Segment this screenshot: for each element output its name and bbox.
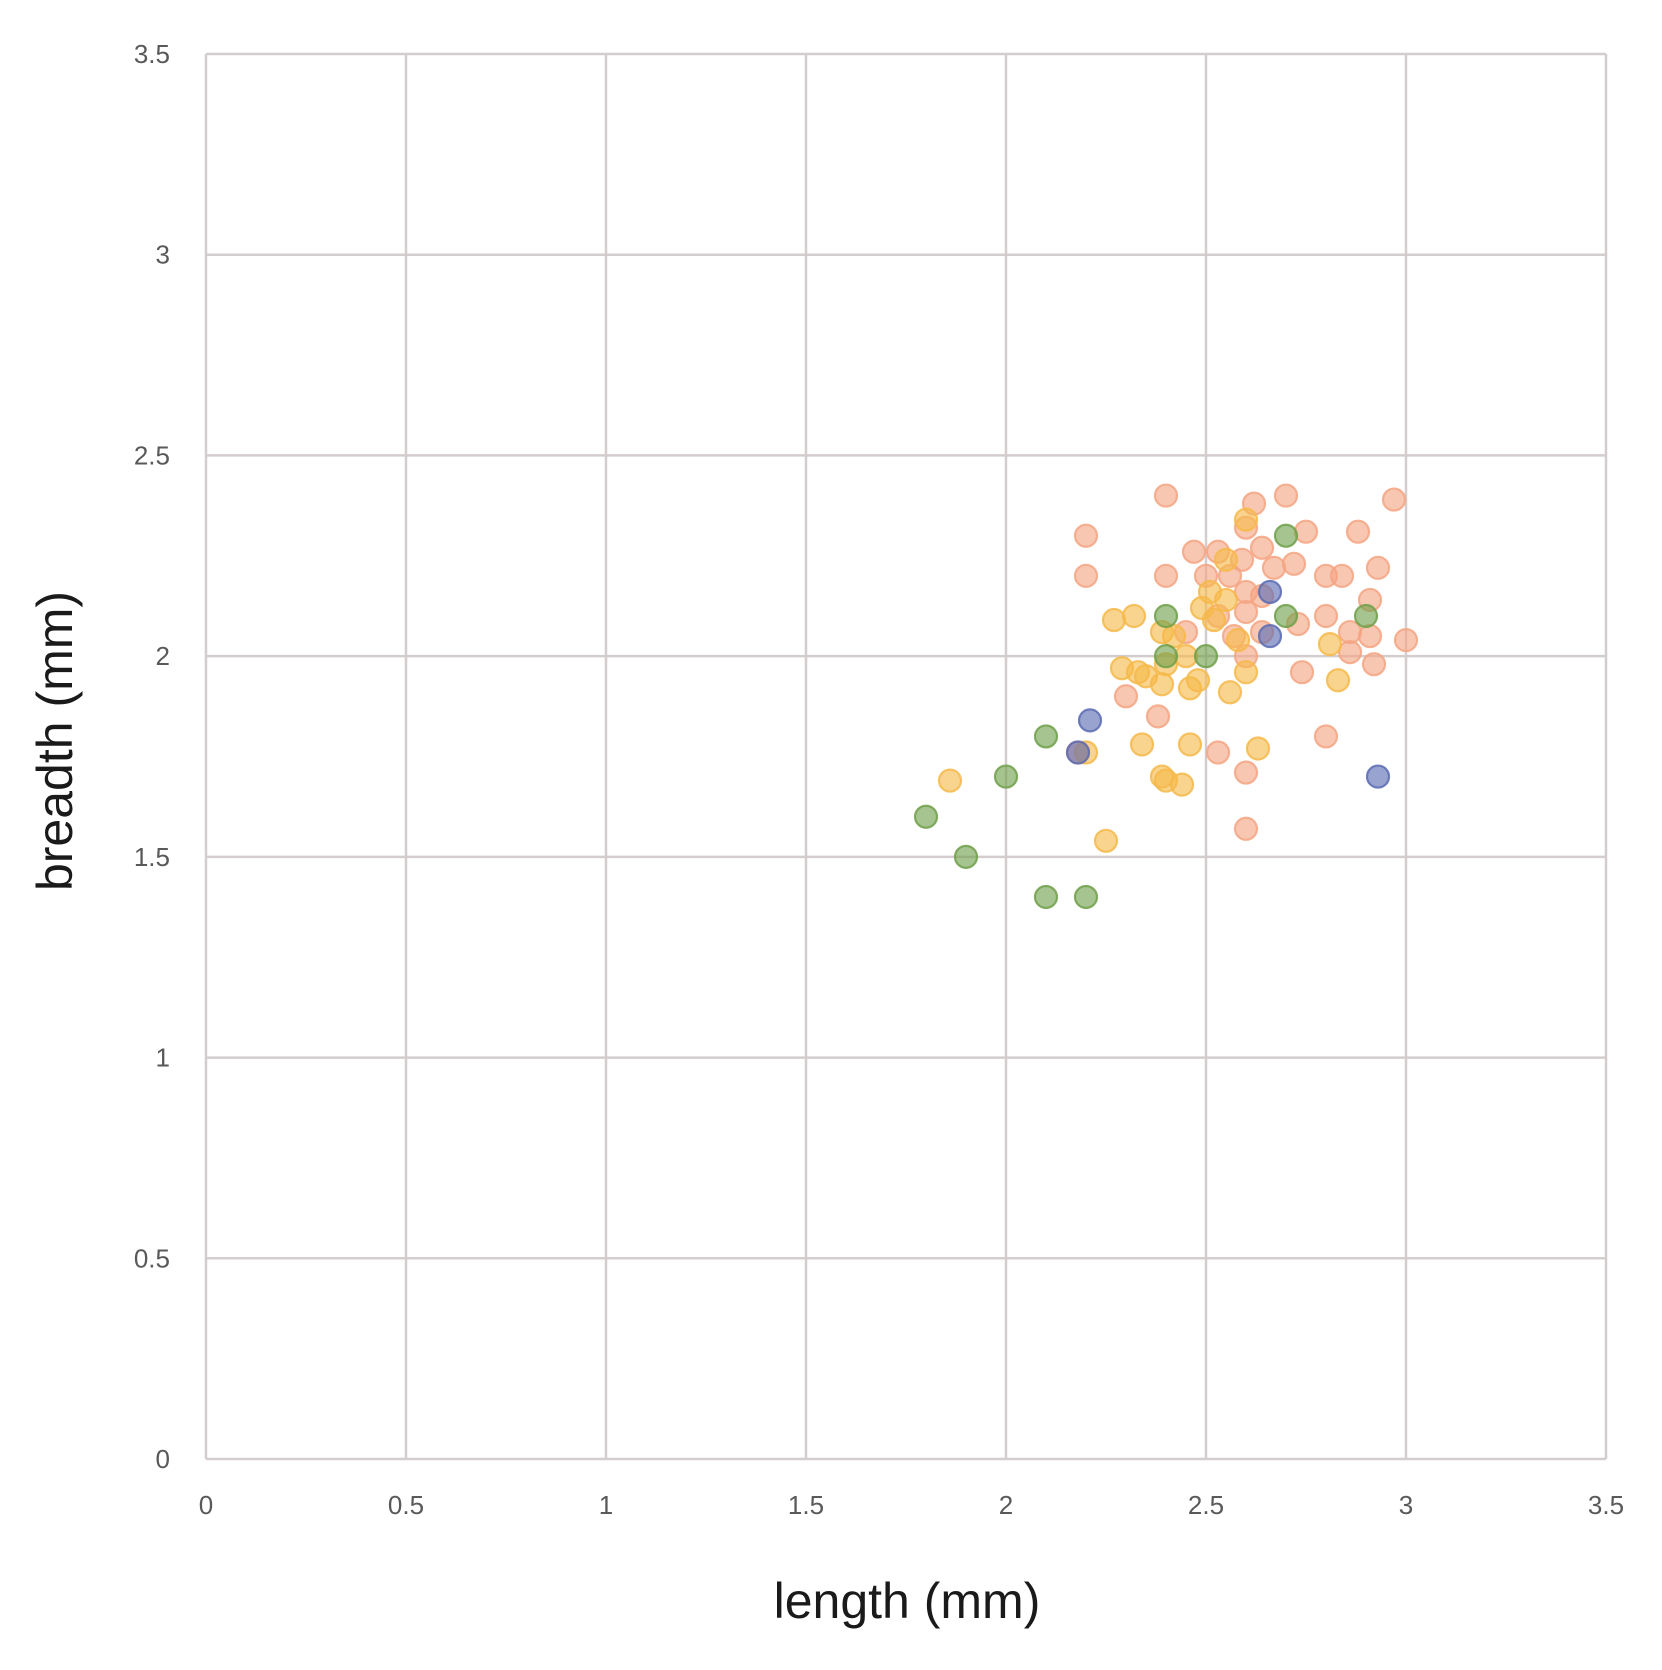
data-point — [1365, 764, 1391, 789]
data-point — [1261, 555, 1287, 580]
y-tick-label: 0 — [156, 1444, 170, 1474]
data-point — [1113, 684, 1139, 709]
data-point — [1273, 603, 1299, 629]
data-point — [1317, 631, 1343, 657]
data-point — [1353, 603, 1379, 629]
x-tick-label: 2.5 — [1188, 1490, 1224, 1520]
data-point — [1393, 627, 1419, 653]
data-point — [913, 804, 939, 829]
data-point — [1313, 603, 1339, 629]
data-point — [1337, 640, 1363, 665]
data-point — [1129, 732, 1155, 757]
data-point — [1077, 708, 1103, 733]
series-0 — [1065, 483, 1419, 841]
data-point — [1345, 519, 1371, 544]
data-point — [1233, 507, 1259, 532]
data-point — [1213, 587, 1239, 613]
data-point — [1233, 599, 1259, 625]
data-point — [1073, 563, 1099, 588]
data-point — [1193, 644, 1219, 669]
data-point — [1177, 732, 1203, 757]
data-point — [1325, 668, 1351, 693]
data-point — [1381, 487, 1407, 512]
y-tick-label: 3.5 — [134, 39, 170, 69]
data-point — [953, 844, 979, 869]
y-axis-title: breadth (mm) — [27, 591, 83, 891]
data-point — [1145, 704, 1171, 729]
data-point — [1257, 579, 1283, 605]
data-point — [1033, 724, 1059, 749]
data-point — [1233, 660, 1259, 685]
data-point — [1245, 736, 1271, 761]
data-point — [1233, 760, 1259, 785]
data-point — [1149, 672, 1175, 697]
grid — [204, 52, 1608, 1461]
data-point — [1361, 652, 1387, 677]
x-tick-labels: 0 0.5 1 1.5 2 2.5 3 3.5 — [199, 1490, 1624, 1520]
y-tick-label: 1.5 — [134, 842, 170, 872]
data-point — [1201, 607, 1227, 633]
data-point — [1329, 563, 1355, 588]
data-point — [1153, 644, 1179, 669]
y-tick-label: 1 — [156, 1043, 170, 1073]
data-point — [1213, 547, 1239, 572]
data-point — [1153, 483, 1179, 508]
y-tick-label: 3 — [156, 240, 170, 270]
y-tick-label: 0.5 — [134, 1243, 170, 1273]
data-point — [1313, 724, 1339, 749]
data-point — [1073, 523, 1099, 548]
x-tick-label: 2 — [999, 1490, 1013, 1520]
data-point — [1033, 884, 1059, 910]
data-point — [1161, 623, 1187, 649]
data-point — [1093, 828, 1119, 853]
x-tick-label: 0 — [199, 1490, 213, 1520]
y-tick-labels: 0 0.5 1 1.5 2 2.5 3 3.5 — [134, 39, 170, 1474]
data-point — [1205, 740, 1231, 765]
x-tick-label: 1.5 — [788, 1490, 824, 1520]
data-point — [1273, 523, 1299, 548]
data-point — [1365, 555, 1391, 580]
x-tick-label: 1 — [599, 1490, 613, 1520]
data-point — [993, 764, 1019, 789]
data-point — [1233, 816, 1259, 841]
data-point — [1065, 740, 1091, 765]
data-point — [1225, 627, 1251, 653]
data-point — [1073, 884, 1099, 910]
data-point — [937, 768, 963, 793]
data-point — [1173, 644, 1199, 669]
y-tick-label: 2.5 — [134, 440, 170, 470]
data-point — [1249, 535, 1275, 560]
data-point — [1281, 551, 1307, 576]
data-point — [1153, 603, 1179, 629]
data-point — [1153, 563, 1179, 588]
series-3 — [1065, 579, 1391, 789]
x-axis-title: length (mm) — [774, 1573, 1041, 1629]
data-point — [1257, 623, 1283, 649]
x-tick-label: 0.5 — [388, 1490, 424, 1520]
data-point — [1181, 539, 1207, 564]
x-tick-label: 3 — [1399, 1490, 1413, 1520]
data-point — [1169, 772, 1195, 797]
data-point — [1121, 603, 1147, 629]
data-point — [1289, 660, 1315, 685]
data-point — [1185, 668, 1211, 693]
data-point — [1357, 623, 1383, 649]
data-points — [913, 483, 1419, 910]
series-2 — [913, 523, 1379, 910]
data-point — [1293, 519, 1319, 544]
y-tick-label: 2 — [156, 641, 170, 671]
data-point — [1217, 680, 1243, 705]
data-point — [1101, 607, 1127, 633]
x-tick-label: 3.5 — [1588, 1490, 1624, 1520]
data-point — [1273, 483, 1299, 508]
